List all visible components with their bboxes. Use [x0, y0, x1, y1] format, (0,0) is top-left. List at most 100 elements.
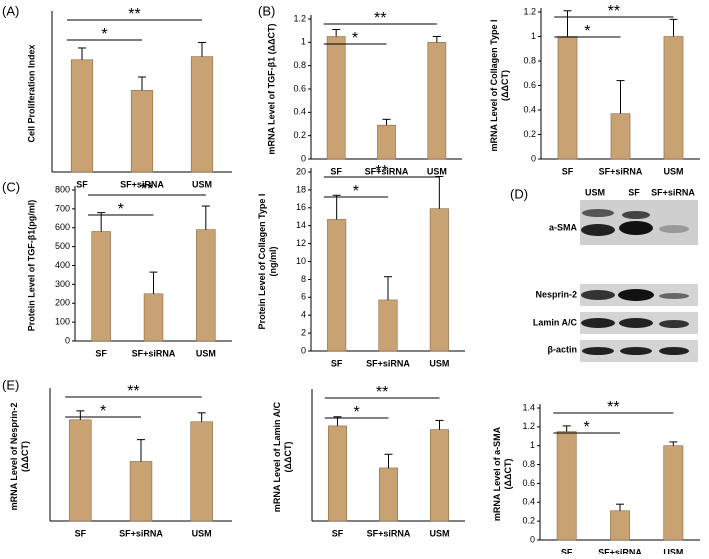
error-bar: [149, 271, 158, 294]
x-tick-label: USM: [663, 547, 683, 554]
y-tick-label: 0.2: [522, 516, 535, 526]
significance-label: *: [101, 26, 107, 43]
bar: [557, 36, 578, 160]
bar: [129, 461, 153, 522]
row-label: a-SMA: [549, 222, 578, 232]
bar: [663, 445, 684, 541]
y-tick-label: 10: [296, 256, 306, 266]
x-tick-label: SF+siRNA: [367, 528, 411, 538]
y-tick-label: 0.8: [293, 60, 306, 70]
y-tick-label: 1.2: [523, 6, 536, 16]
y-tick-label: 1.2: [293, 13, 306, 23]
bar: [378, 299, 398, 352]
bar: [190, 421, 213, 522]
y-tick-label: 0.8: [523, 55, 536, 65]
error-bar: [332, 194, 341, 220]
y-tick-label: 0: [65, 335, 70, 345]
y-tick-label: 1.2: [522, 421, 535, 431]
y-tick-label: 0.4: [523, 104, 536, 114]
y-tick-label: 0.4: [522, 497, 535, 507]
band: [622, 211, 650, 219]
y-tick-label: 800: [55, 184, 70, 194]
significance-label: **: [375, 163, 387, 180]
x-tick-label: SF: [331, 358, 343, 368]
y-tick-label: 12: [296, 238, 306, 248]
significance-label: *: [100, 403, 106, 420]
error-bar: [669, 18, 678, 37]
error-bar: [432, 36, 441, 43]
y-axis-label: mRNA Level of Lamin A/C: [272, 401, 282, 512]
x-tick-label: SF+siRNA: [598, 547, 642, 554]
y-axis-label: mRNA Level of Nesprin-2: [9, 403, 19, 511]
row-label: Nesprin-2: [535, 289, 577, 299]
lane-label: SF+siRNA: [651, 187, 695, 197]
bar: [377, 124, 396, 160]
y-axis-label: Protein Level of Collagen Type I: [257, 194, 267, 330]
y-tick-label: 300: [55, 279, 70, 289]
error-bar: [616, 503, 624, 511]
band: [619, 318, 653, 328]
band: [659, 225, 689, 233]
error-bar: [97, 212, 106, 232]
y-tick-label: 1: [531, 31, 536, 41]
y-tick-label: 2: [301, 327, 306, 337]
bar: [379, 467, 398, 522]
error-bar: [562, 425, 571, 432]
significance-label: *: [118, 201, 124, 218]
y-tick-label: 0: [301, 153, 306, 163]
y-axis-label: mRNA Level of a-SMA: [492, 426, 502, 521]
y-tick-label: 1: [530, 440, 535, 450]
panel-label: (D): [510, 186, 528, 201]
x-tick-label: SF+siRNA: [119, 528, 163, 538]
x-tick-label: SF+siRNA: [120, 179, 164, 189]
y-tick-label: 16: [296, 202, 306, 212]
lane-label: SF: [628, 187, 640, 197]
significance-label: *: [353, 183, 359, 200]
error-bar: [198, 41, 206, 57]
y-tick-label: 0: [531, 153, 536, 163]
y-tick-label: 0: [530, 534, 535, 544]
band: [659, 347, 689, 355]
x-tick-label: SF: [76, 179, 88, 189]
bar: [196, 229, 216, 342]
significance-label: *: [352, 30, 358, 47]
significance-label: *: [584, 23, 590, 40]
bar: [69, 419, 92, 522]
y-tick-label: 0.6: [522, 478, 535, 488]
y-tick-label: 18: [296, 184, 306, 194]
bar: [427, 42, 447, 160]
band: [581, 290, 615, 300]
panel-label: (C): [2, 179, 20, 194]
band: [582, 347, 614, 355]
significance-label: **: [128, 6, 140, 23]
bar: [556, 431, 577, 541]
y-tick-label: 600: [55, 222, 70, 232]
panel-label: (A): [2, 3, 19, 18]
y-axis-label: (ΔΔCT): [20, 441, 30, 472]
y-tick-label: 4: [301, 310, 306, 320]
x-tick-label: SF: [562, 166, 574, 176]
x-tick-label: SF: [75, 528, 87, 538]
error-bar: [435, 175, 444, 209]
x-tick-label: SF+siRNA: [366, 358, 410, 368]
x-tick-label: SF: [95, 348, 107, 358]
y-tick-label: 1: [301, 37, 306, 47]
band: [581, 224, 615, 236]
y-tick-label: 200: [55, 298, 70, 308]
row-label: Lamin A/C: [533, 317, 578, 327]
y-tick-label: 0.8: [522, 459, 535, 469]
significance-label: **: [607, 399, 619, 416]
x-tick-label: SF+siRNA: [599, 166, 643, 176]
band: [618, 289, 654, 301]
x-tick-label: SF: [330, 166, 342, 176]
y-axis-label: mRNA Level of TGF-β1 (ΔΔCT): [266, 23, 276, 154]
band: [581, 318, 615, 328]
significance-label: **: [127, 383, 139, 400]
error-bar: [669, 441, 678, 446]
band: [619, 221, 653, 235]
band: [659, 293, 689, 299]
significance-label: *: [354, 404, 360, 421]
y-axis-label: Protein Level of TGF-β1(pg/ml): [26, 200, 36, 332]
error-bar: [332, 29, 341, 37]
